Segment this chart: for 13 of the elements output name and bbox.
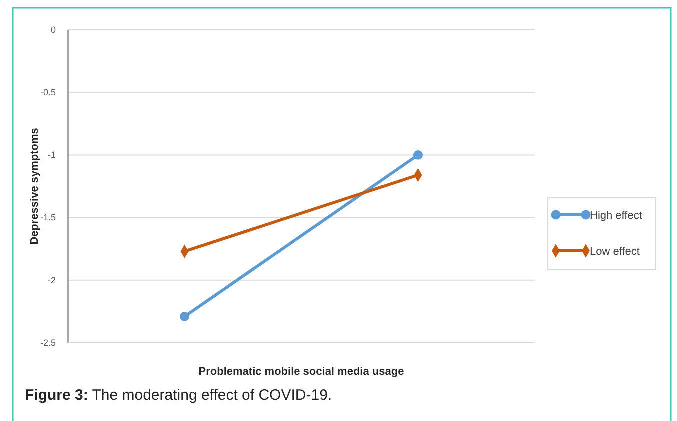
legend-label: Low effect [590,246,640,258]
y-tick-label: -2.5 [40,338,56,348]
legend-label: High effect [590,210,642,222]
y-tick-label: -2 [48,275,56,286]
point [180,312,190,322]
caption: Figure 3: The moderating effect of COVID-19. [25,387,332,404]
y-tick-label: -0.5 [40,87,56,98]
y-tick-label: -1 [48,150,56,160]
x-axis-title: Problematic mobile social media usage [198,366,404,378]
point [414,150,423,160]
y-axis-title: Depressive symptoms [29,128,41,245]
y-tick-label: 0 [50,24,56,35]
y-tick-label: -1.5 [40,212,56,223]
